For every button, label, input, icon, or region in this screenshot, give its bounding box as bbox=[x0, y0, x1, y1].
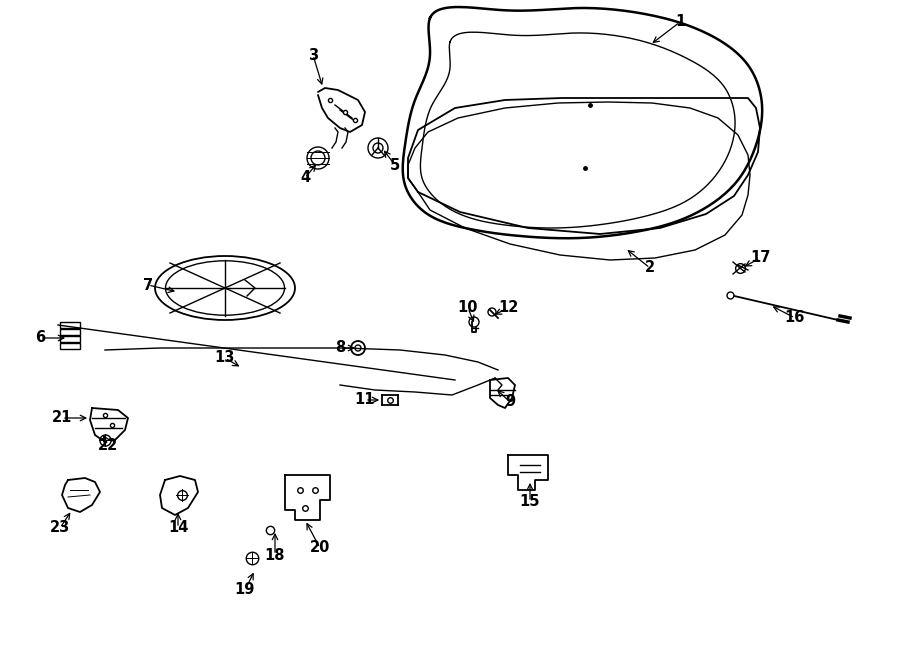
Bar bbox=[60, 336, 80, 342]
Text: 18: 18 bbox=[265, 547, 285, 563]
Text: 13: 13 bbox=[215, 350, 235, 366]
Text: 8: 8 bbox=[335, 340, 345, 356]
Text: 12: 12 bbox=[498, 301, 518, 315]
Text: 2: 2 bbox=[645, 260, 655, 276]
Text: 10: 10 bbox=[458, 301, 478, 315]
Bar bbox=[60, 329, 80, 335]
Text: 20: 20 bbox=[310, 541, 330, 555]
Bar bbox=[60, 343, 80, 349]
Bar bbox=[60, 322, 80, 328]
Text: 14: 14 bbox=[167, 520, 188, 535]
Text: 5: 5 bbox=[390, 157, 400, 173]
Text: 19: 19 bbox=[235, 582, 256, 598]
Text: 7: 7 bbox=[143, 278, 153, 293]
Text: 21: 21 bbox=[52, 410, 72, 426]
Text: 15: 15 bbox=[520, 494, 540, 510]
Text: 17: 17 bbox=[750, 251, 770, 266]
Text: 16: 16 bbox=[785, 311, 806, 325]
Text: 11: 11 bbox=[355, 393, 375, 407]
Text: 22: 22 bbox=[98, 438, 118, 453]
Text: 9: 9 bbox=[505, 395, 515, 410]
Text: 3: 3 bbox=[308, 48, 318, 63]
Text: 6: 6 bbox=[35, 330, 45, 346]
Text: 4: 4 bbox=[300, 171, 310, 186]
Text: 1: 1 bbox=[675, 15, 685, 30]
Text: 23: 23 bbox=[50, 520, 70, 535]
